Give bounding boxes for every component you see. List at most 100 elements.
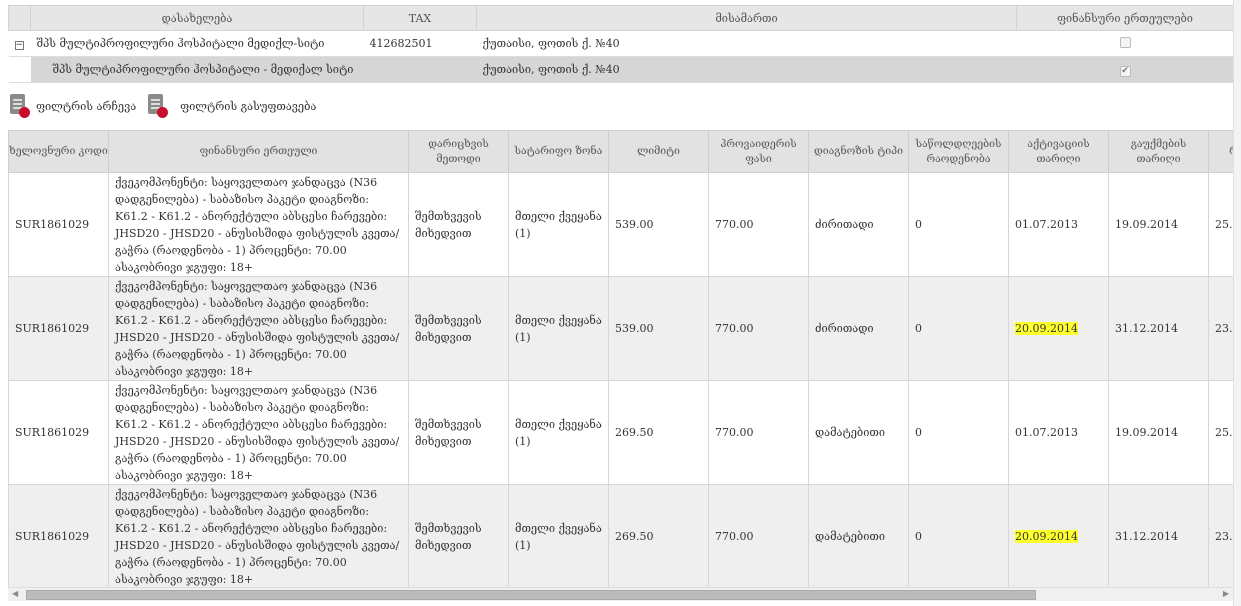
cell-method: შემთხვევის მიხედვით bbox=[408, 172, 509, 277]
unit-value: ქვეკომპონენტი: საყოველთაო ჯანდაცვა (N36 … bbox=[115, 383, 400, 482]
cell-method: შემთხვევის მიხედვით bbox=[408, 380, 509, 485]
cell-price: 770.00 bbox=[708, 276, 809, 381]
scrollbar-thumb[interactable] bbox=[26, 590, 1036, 600]
diag-value: ძირითადი bbox=[815, 322, 874, 335]
org-name: შპს მულტიპროფილური ჰოსპიტალი მედიქლ-სიტი bbox=[30, 30, 364, 57]
cell-limit: 269.50 bbox=[608, 484, 709, 589]
column-header[interactable]: აქტივაციის თარიღი bbox=[1008, 130, 1109, 173]
collapse-icon[interactable]: − bbox=[14, 40, 24, 50]
filter-clear-icon[interactable] bbox=[148, 94, 169, 118]
cell-unit: ქვეკომპონენტი: საყოველთაო ჯანდაცვა (N36 … bbox=[108, 484, 409, 589]
code-value: SUR1861029 bbox=[15, 426, 90, 439]
table-row[interactable]: SUR1861029 ქვეკომპონენტი: საყოველთაო ჯანდ… bbox=[8, 172, 1241, 277]
act-value: 01.07.2013 bbox=[1015, 426, 1078, 439]
unit-value: ქვეკომპონენტი: საყოველთაო ჯანდაცვა (N36 … bbox=[115, 279, 400, 378]
cell-limit: 269.50 bbox=[608, 380, 709, 485]
cell-cancel: 19.09.2014 bbox=[1108, 380, 1209, 485]
price-value: 770.00 bbox=[715, 530, 754, 543]
unit-value: ქვეკომპონენტი: საყოველთაო ჯანდაცვა (N36 … bbox=[115, 175, 400, 274]
price-value: 770.00 bbox=[715, 426, 754, 439]
cell-cancel: 19.09.2014 bbox=[1108, 172, 1209, 277]
column-header[interactable]: ლიმიტი bbox=[608, 130, 709, 173]
zone-value: მთელი ქვეყანა (1) bbox=[515, 521, 602, 552]
cell-act: 20.09.2014 bbox=[1008, 484, 1109, 589]
cell-unit: ქვეკომპონენტი: საყოველთაო ჯანდაცვა (N36 … bbox=[108, 172, 409, 277]
cell-price: 770.00 bbox=[708, 172, 809, 277]
table-row[interactable]: SUR1861029 ქვეკომპონენტი: საყოველთაო ჯანდ… bbox=[8, 380, 1241, 485]
column-header[interactable]: ფინანსური ერთეული bbox=[108, 130, 409, 173]
expander-header bbox=[8, 5, 31, 31]
org-tax: 412682501 bbox=[363, 30, 477, 57]
table-row[interactable]: SUR1861029 ქვეკომპონენტი: საყოველთაო ჯანდ… bbox=[8, 484, 1241, 589]
scroll-left-icon[interactable]: ◀ bbox=[12, 589, 19, 598]
method-value: შემთხვევის მიხედვით bbox=[415, 521, 482, 552]
unit-value: ქვეკომპონენტი: საყოველთაო ჯანდაცვა (N36 … bbox=[115, 487, 400, 586]
org-parent-row[interactable]: − შპს მულტიპროფილური ჰოსპიტალი მედიქლ-სი… bbox=[8, 30, 1234, 57]
cell-code: SUR1861029 bbox=[8, 380, 109, 485]
limit-value: 269.50 bbox=[615, 530, 654, 543]
column-header[interactable]: დარიცხვის მეთოდი bbox=[408, 130, 509, 173]
cell-limit: 539.00 bbox=[608, 276, 709, 381]
header-financial-units[interactable]: ფინანსური ერთეულები bbox=[1016, 5, 1234, 31]
beds-value: 0 bbox=[915, 426, 922, 439]
beds-value: 0 bbox=[915, 322, 922, 335]
cell-limit: 539.00 bbox=[608, 172, 709, 277]
cell-code: SUR1861029 bbox=[8, 172, 109, 277]
financial-units-checkbox[interactable] bbox=[1119, 36, 1131, 48]
code-value: SUR1861029 bbox=[15, 218, 90, 231]
cancel-value: 19.09.2014 bbox=[1115, 426, 1178, 439]
header-tax[interactable]: TAX bbox=[363, 5, 477, 31]
header-name[interactable]: დასახელება bbox=[30, 5, 364, 31]
filter-toolbar: ფილტრის არჩევა ფილტრის გასუფთავება bbox=[10, 94, 316, 118]
code-value: SUR1861029 bbox=[15, 322, 90, 335]
clear-filter-button[interactable]: ფილტრის გასუფთავება bbox=[180, 99, 317, 113]
beds-value: 0 bbox=[915, 218, 922, 231]
column-header[interactable]: დიაგნოზის ტიპი bbox=[808, 130, 909, 173]
cancel-value: 31.12.2014 bbox=[1115, 322, 1178, 335]
diag-value: დამატებითი bbox=[815, 530, 885, 543]
cell-unit: ქვეკომპონენტი: საყოველთაო ჯანდაცვა (N36 … bbox=[108, 380, 409, 485]
cell-cancel: 31.12.2014 bbox=[1108, 276, 1209, 381]
financial-units-checkbox-checked[interactable]: ✔ bbox=[1119, 65, 1131, 77]
column-header[interactable]: საწოლდღეების რაოდენობა bbox=[908, 130, 1009, 173]
cell-unit: ქვეკომპონენტი: საყოველთაო ჯანდაცვა (N36 … bbox=[108, 276, 409, 381]
diag-value: ძირითადი bbox=[815, 218, 874, 231]
cell-zone: მთელი ქვეყანა (1) bbox=[508, 380, 609, 485]
act-value: 20.09.2014 bbox=[1015, 322, 1078, 335]
act-value: 20.09.2014 bbox=[1015, 530, 1078, 543]
org-child-name: შპს მულტიპროფილური ჰოსპიტალი - მედიქალ ს… bbox=[30, 56, 364, 83]
financial-units-table: ხელოვნური კოდი ფინანსური ერთეული დარიცხვის… bbox=[8, 130, 1241, 589]
header-address[interactable]: მისამართი bbox=[476, 5, 1017, 31]
diag-value: დამატებითი bbox=[815, 426, 885, 439]
column-header[interactable]: სატარიფო ზონა bbox=[508, 130, 609, 173]
limit-value: 539.00 bbox=[615, 218, 654, 231]
price-value: 770.00 bbox=[715, 218, 754, 231]
column-header[interactable]: გაუქმების თარიღი bbox=[1108, 130, 1209, 173]
choose-filter-button[interactable]: ფილტრის არჩევა bbox=[36, 99, 137, 113]
zone-value: მთელი ქვეყანა (1) bbox=[515, 417, 602, 448]
scroll-right-icon[interactable]: ▶ bbox=[1222, 589, 1229, 598]
cell-zone: მთელი ქვეყანა (1) bbox=[508, 172, 609, 277]
cell-act: 20.09.2014 bbox=[1008, 276, 1109, 381]
cell-code: SUR1861029 bbox=[8, 484, 109, 589]
vertical-scrollbar[interactable] bbox=[1233, 0, 1241, 606]
column-header[interactable]: ხელოვნური კოდი bbox=[8, 130, 109, 173]
cell-cancel: 31.12.2014 bbox=[1108, 484, 1209, 589]
zone-value: მთელი ქვეყანა (1) bbox=[515, 313, 602, 344]
organization-table: დასახელება TAX მისამართი ფინანსური ერთეუ… bbox=[8, 5, 1234, 83]
method-value: შემთხვევის მიხედვით bbox=[415, 313, 482, 344]
org-header-row: დასახელება TAX მისამართი ფინანსური ერთეუ… bbox=[8, 5, 1234, 31]
cell-diag: დამატებითი bbox=[808, 484, 909, 589]
cell-zone: მთელი ქვეყანა (1) bbox=[508, 276, 609, 381]
org-child-row[interactable]: შპს მულტიპროფილური ჰოსპიტალი - მედიქალ ს… bbox=[8, 56, 1234, 83]
cell-act: 01.07.2013 bbox=[1008, 172, 1109, 277]
limit-value: 539.00 bbox=[615, 322, 654, 335]
cell-zone: მთელი ქვეყანა (1) bbox=[508, 484, 609, 589]
cancel-value: 19.09.2014 bbox=[1115, 218, 1178, 231]
table-row[interactable]: SUR1861029 ქვეკომპონენტი: საყოველთაო ჯანდ… bbox=[8, 276, 1241, 381]
cell-beds: 0 bbox=[908, 484, 1009, 589]
column-header[interactable]: პროვაიდერის ფასი bbox=[708, 130, 809, 173]
horizontal-scrollbar[interactable]: ◀ ▶ bbox=[8, 587, 1233, 601]
filter-choose-icon[interactable] bbox=[10, 94, 30, 118]
code-value: SUR1861029 bbox=[15, 530, 90, 543]
